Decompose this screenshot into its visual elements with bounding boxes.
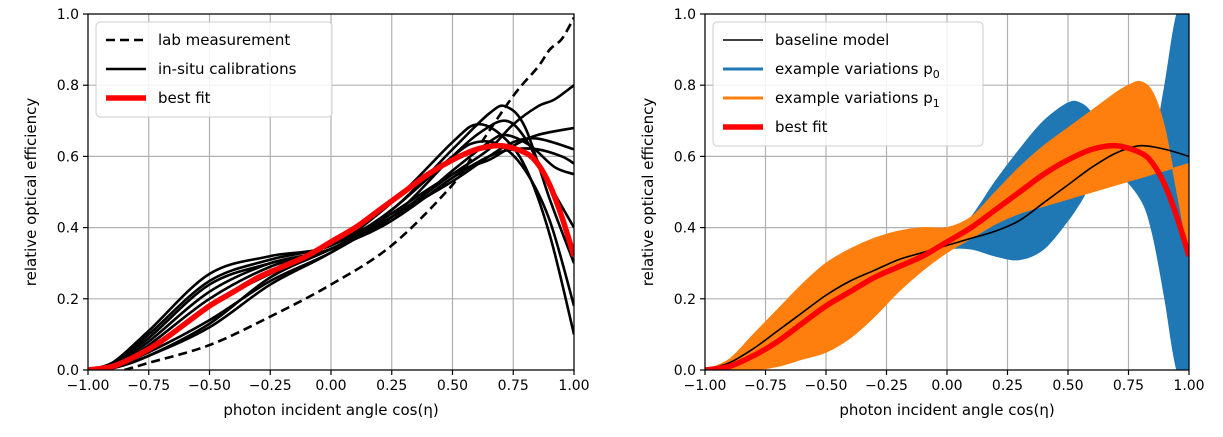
- series-line-best-fit: [705, 142, 1189, 370]
- series-line-in-situ-calibrations-5: [88, 119, 574, 370]
- x-tick-label: 0.50: [437, 378, 468, 394]
- x-tick-label: 0.50: [1052, 378, 1083, 394]
- series-line-baseline-model: [705, 144, 1189, 370]
- series-line-lab-measurement: [124, 16, 574, 370]
- legend-label: baseline model: [775, 31, 889, 49]
- chart-panel-1: −1.00 −0.75 −0.50 −0.25 0.00 0.25 0.50 0.75 1.00…: [22, 7, 590, 419]
- x-tick-label: −0.75: [744, 378, 787, 394]
- legend-label-text: baseline model: [775, 31, 889, 49]
- plot-area: [88, 16, 574, 370]
- y-tick-label: 0.6: [674, 149, 696, 165]
- legend-label-text: lab measurement: [158, 31, 290, 49]
- x-tick-label: −0.50: [188, 378, 231, 394]
- legend-label-subscript: 1: [933, 97, 940, 110]
- legend-label-text: example variations p: [775, 89, 933, 107]
- x-tick-label: 0.25: [992, 378, 1023, 394]
- legend-label: lab measurement: [158, 31, 290, 49]
- series-line-in-situ-calibrations-8: [88, 139, 574, 370]
- y-tick-label: 1.0: [674, 7, 696, 23]
- y-tick-label: 0.8: [57, 78, 79, 94]
- x-tick-label: 0.75: [1113, 378, 1144, 394]
- y-tick-label: 1.0: [57, 7, 79, 23]
- y-tick-label: 0.4: [674, 221, 696, 237]
- y-tick-label: 0.0: [674, 363, 696, 379]
- x-tick-label: −0.25: [249, 378, 292, 394]
- legend-label: example variations p1: [775, 89, 940, 110]
- legend-box: [712, 21, 984, 147]
- x-axis-label: photon incident angle cos(η): [839, 401, 1054, 419]
- legend-label-text: example variations p: [775, 60, 933, 78]
- x-tick-label: 1.00: [558, 378, 589, 394]
- x-tick-label: 0.00: [931, 378, 962, 394]
- y-tick-label: 0.2: [674, 292, 696, 308]
- x-axis-label: photon incident angle cos(η): [223, 401, 438, 419]
- x-tick-label: −0.50: [805, 378, 848, 394]
- x-tick-label: −1.00: [684, 378, 727, 394]
- plot-area: [705, 14, 1189, 370]
- y-tick-label: 0.8: [674, 78, 696, 94]
- legend-label-text: best fit: [775, 118, 828, 136]
- legend-label: example variations p0: [775, 60, 940, 81]
- series-line-best-fit: [88, 142, 574, 370]
- legend-box: [95, 21, 333, 118]
- legend-label-subscript: 0: [933, 68, 940, 81]
- x-tick-label: −0.25: [865, 378, 908, 394]
- x-tick-label: 0.75: [498, 378, 529, 394]
- x-tick-label: 1.00: [1173, 378, 1204, 394]
- legend-label-text: in-situ calibrations: [158, 60, 297, 78]
- chart-panel-2: −1.00 −0.75 −0.50 −0.25 0.00 0.25 0.50 0.75 1.00…: [639, 7, 1205, 419]
- y-tick-label: 0.4: [57, 221, 79, 237]
- y-axis-label: relative optical efficiency: [639, 98, 657, 287]
- x-tick-label: 0.25: [376, 378, 407, 394]
- series-line-in-situ-calibrations-9: [88, 147, 574, 370]
- y-axis-label: relative optical efficiency: [22, 98, 40, 287]
- x-tick-label: −0.75: [127, 378, 170, 394]
- legend-label: best fit: [158, 89, 211, 107]
- y-tick-label: 0.6: [57, 149, 79, 165]
- x-tick-label: 0.00: [315, 378, 346, 394]
- legend: lab measurement in-situ calibrations best …: [95, 21, 333, 118]
- legend-label: in-situ calibrations: [158, 60, 297, 78]
- y-tick-label: 0.0: [57, 363, 79, 379]
- legend-label-text: best fit: [158, 89, 211, 107]
- y-tick-label: 0.2: [57, 292, 79, 308]
- x-tick-label: −1.00: [67, 378, 110, 394]
- legend-label: best fit: [775, 118, 828, 136]
